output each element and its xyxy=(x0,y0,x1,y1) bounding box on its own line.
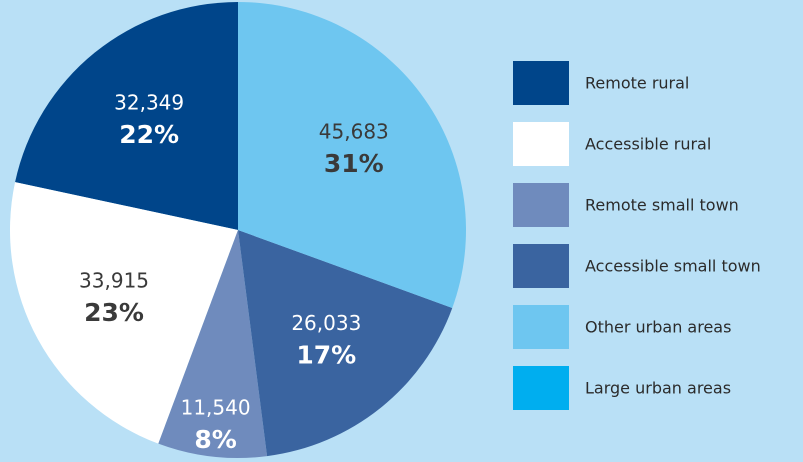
slice-percent-label: 17% xyxy=(296,340,356,369)
pie-slice xyxy=(238,2,466,308)
pie-slice xyxy=(15,2,239,230)
slice-percent-label: 8% xyxy=(194,425,236,454)
legend-label: Large urban areas xyxy=(585,379,731,398)
legend-label: Accessible rural xyxy=(585,135,711,154)
slice-value-label: 33,915 xyxy=(79,268,149,292)
legend-swatch xyxy=(513,61,569,105)
pie-slice xyxy=(238,230,453,457)
slice-value-label: 26,033 xyxy=(291,311,361,335)
legend-swatch xyxy=(513,305,569,349)
legend-label: Remote small town xyxy=(585,196,739,215)
legend-label: Other urban areas xyxy=(585,318,731,337)
legend-swatch xyxy=(513,244,569,288)
pie-slice xyxy=(10,182,239,444)
slice-value-label: 11,540 xyxy=(181,395,251,419)
legend-swatch xyxy=(513,122,569,166)
slice-value-label: 45,683 xyxy=(319,119,389,143)
legend-swatch xyxy=(513,183,569,227)
slice-percent-label: 22% xyxy=(119,120,179,149)
slice-percent-label: 23% xyxy=(84,298,144,327)
slice-percent-label: 31% xyxy=(324,149,384,178)
slice-value-label: 32,349 xyxy=(114,91,184,115)
pie-slice xyxy=(158,230,268,458)
legend-swatch xyxy=(513,366,569,410)
legend-label: Accessible small town xyxy=(585,257,761,276)
legend-label: Remote rural xyxy=(585,74,689,93)
